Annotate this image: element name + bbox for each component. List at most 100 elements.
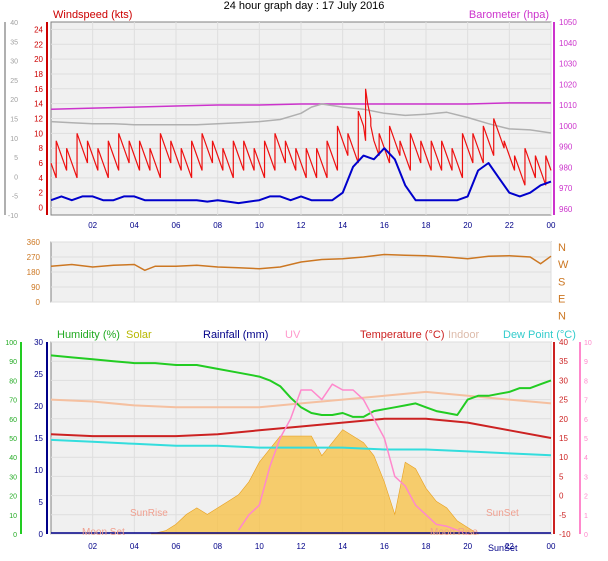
multi-x-tick: 08 <box>213 542 222 551</box>
temp-tick: 15 <box>559 434 568 443</box>
multi-x-tick: 20 <box>463 542 472 551</box>
multi-x-tick: 12 <box>297 542 306 551</box>
temp-tick: 5 <box>559 472 564 481</box>
multi-x-tick: 04 <box>130 542 139 551</box>
legend-uv: UV <box>285 329 301 341</box>
compass-label: E <box>558 293 565 305</box>
humidity-tick: 50 <box>9 436 17 443</box>
humidity-tick: 70 <box>9 398 17 405</box>
baro-tick: 1050 <box>559 18 577 27</box>
multi-x-tick: 10 <box>255 542 264 551</box>
wind-title: Windspeed (kts) <box>53 9 132 21</box>
page-title: 24 hour graph day : 17 July 2016 <box>223 0 385 12</box>
wind-x-tick: 10 <box>255 221 264 230</box>
rain-tick: 5 <box>39 498 44 507</box>
wind-y-tick: 20 <box>34 55 43 64</box>
temp-tick: 35 <box>559 357 568 366</box>
multi-x-tick: 18 <box>422 542 431 551</box>
wind-average-line <box>50 147 552 205</box>
wind-y-tick: 14 <box>34 100 43 109</box>
humidity-line <box>50 354 552 418</box>
wind-y-tick: 4 <box>39 174 44 183</box>
x-extra-sunset: SunSet <box>488 543 518 553</box>
humidity-tick: 100 <box>5 340 17 347</box>
baro-tick: 1010 <box>559 101 577 110</box>
temperature-line <box>50 417 552 439</box>
annotation-sunset: SunSet <box>486 508 519 519</box>
temp-tick: -5 <box>559 511 567 520</box>
annotation-moon-set: Moon Set <box>82 527 125 538</box>
wind-y-tick: 2 <box>39 189 44 198</box>
compass-label: N <box>558 242 566 254</box>
uv-tick: 9 <box>584 359 588 366</box>
multi-x-tick: 06 <box>172 542 181 551</box>
wind-x-tick: 02 <box>88 221 97 230</box>
wind-y-tick: 6 <box>39 159 44 168</box>
label-layer: 024681012141618202224-10-505101520253035… <box>5 18 592 551</box>
uv-tick: 0 <box>584 532 588 539</box>
baro-tick: 1040 <box>559 39 577 48</box>
wind-left-tick: -10 <box>8 213 18 220</box>
wind-x-tick: 20 <box>463 221 472 230</box>
wind-y-tick: 16 <box>34 85 43 94</box>
rain-tick: 15 <box>34 434 43 443</box>
wind-y-tick: 22 <box>34 40 43 49</box>
baro-tick: 1020 <box>559 80 577 89</box>
baro-trend-line <box>50 103 552 134</box>
baro-title: Barometer (hpa) <box>469 9 549 21</box>
wind-gust-line <box>50 88 552 186</box>
wind-x-tick: 04 <box>130 221 139 230</box>
temp-tick: 25 <box>559 396 568 405</box>
wind-left-tick: 15 <box>10 117 18 124</box>
baro-tick: 990 <box>559 143 573 152</box>
multi-x-tick: 22 <box>505 542 514 551</box>
humidity-tick: 40 <box>9 455 17 462</box>
uv-tick: 2 <box>584 494 588 501</box>
uv-tick: 6 <box>584 417 588 424</box>
baro-tick: 980 <box>559 163 573 172</box>
wind-y-tick: 12 <box>34 115 43 124</box>
temp-tick: 0 <box>559 492 564 501</box>
humidity-tick: 80 <box>9 378 17 385</box>
wind-x-tick: 00 <box>547 221 556 230</box>
legend-solar: Solar <box>126 329 152 341</box>
annotation-sunrise: SunRise <box>130 508 168 519</box>
temp-tick: 30 <box>559 376 568 385</box>
wind-y-tick: 10 <box>34 129 43 138</box>
baro-tick: 960 <box>559 205 573 214</box>
wind-left-tick: 30 <box>10 59 18 66</box>
compass-label: S <box>558 276 565 288</box>
humidity-tick: 90 <box>9 359 17 366</box>
multi-x-tick: 00 <box>547 542 556 551</box>
temp-tick: 40 <box>559 338 568 347</box>
dir-y-tick: 0 <box>36 298 41 307</box>
humidity-tick: 20 <box>9 494 17 501</box>
uv-tick: 5 <box>584 436 588 443</box>
temp-tick: -10 <box>559 530 571 539</box>
rain-tick: 0 <box>39 530 44 539</box>
humidity-tick: 0 <box>13 532 17 539</box>
rain-tick: 30 <box>34 338 43 347</box>
multi-x-tick: 02 <box>88 542 97 551</box>
wind-left-tick: 5 <box>14 155 18 162</box>
wind-x-tick: 12 <box>297 221 306 230</box>
dew-point-line <box>50 438 552 457</box>
series-layer <box>50 88 552 535</box>
wind-left-tick: 25 <box>10 78 18 85</box>
wind-x-tick: 14 <box>338 221 347 230</box>
uv-tick: 7 <box>584 398 588 405</box>
baro-tick: 1000 <box>559 122 577 131</box>
wind-y-tick: 24 <box>34 25 43 34</box>
wind-left-tick: 20 <box>10 97 18 104</box>
wind-x-tick: 08 <box>213 221 222 230</box>
annotation-moon-rise: Moon Rise <box>430 527 478 538</box>
multi-x-tick: 14 <box>338 542 347 551</box>
uv-line <box>237 383 468 535</box>
wind-y-tick: 0 <box>39 204 44 213</box>
legend-humidity: Humidity (%) <box>57 329 120 341</box>
humidity-tick: 60 <box>9 417 17 424</box>
dir-y-tick: 90 <box>31 283 40 292</box>
multi-x-tick: 16 <box>380 542 389 551</box>
uv-tick: 1 <box>584 513 588 520</box>
